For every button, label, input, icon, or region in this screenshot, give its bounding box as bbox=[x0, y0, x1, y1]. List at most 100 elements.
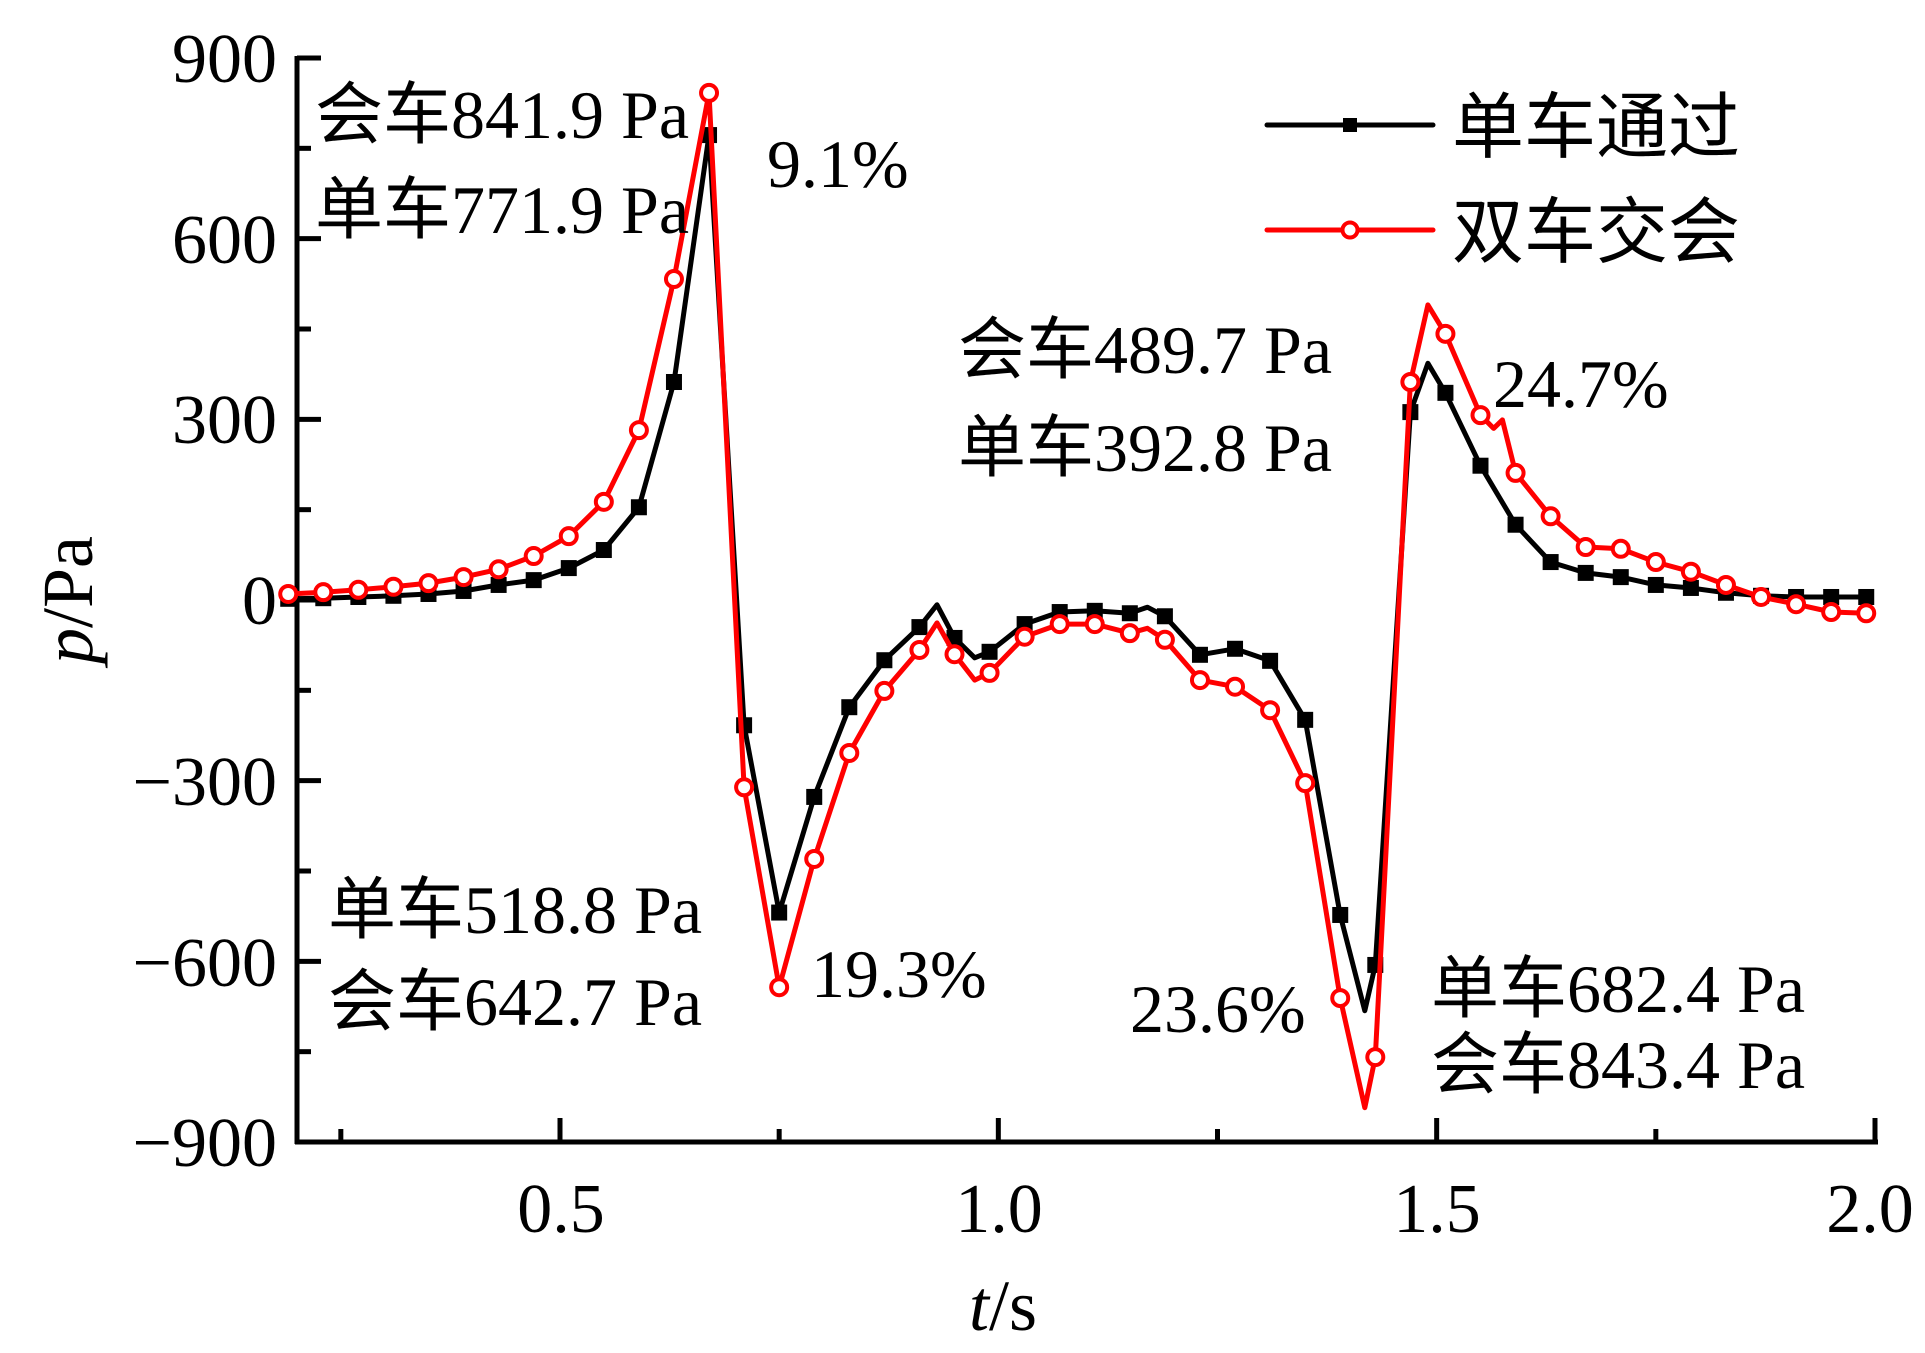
data-point-circle bbox=[1260, 700, 1281, 721]
data-point-square bbox=[1262, 652, 1279, 669]
data-point-circle bbox=[1189, 670, 1210, 691]
data-point-circle bbox=[453, 567, 474, 588]
legend-item-single-train: 单车通过 bbox=[1264, 88, 1740, 168]
series-two-trains-meeting bbox=[278, 82, 1877, 1111]
data-point-circle bbox=[979, 662, 1000, 683]
x-ticks bbox=[338, 1118, 1878, 1142]
annotation-trough2-single: 单车682.4 Pa bbox=[1431, 951, 1805, 1027]
data-point-square bbox=[1612, 569, 1629, 586]
y-tick-label: −300 bbox=[133, 744, 277, 821]
data-point-square bbox=[1437, 384, 1454, 401]
data-point-circle bbox=[839, 742, 860, 763]
x-tick-labels: 0.5 1.0 1.5 2.0 bbox=[517, 1171, 1914, 1248]
data-point-square bbox=[981, 643, 998, 660]
data-point-square bbox=[490, 576, 507, 593]
data-point-square bbox=[1682, 579, 1699, 596]
data-point-circle bbox=[734, 777, 755, 798]
y-axis-var: p bbox=[28, 628, 108, 669]
data-point-circle bbox=[1821, 602, 1842, 623]
y-tick-label: 600 bbox=[172, 202, 277, 279]
data-point-circle bbox=[1014, 626, 1035, 647]
data-point-circle bbox=[1505, 462, 1526, 483]
y-tick-labels: 900 600 300 0 −300 −600 −900 bbox=[133, 21, 277, 1182]
y-tick-label: −600 bbox=[133, 925, 277, 1002]
legend-label: 双车交会 bbox=[1452, 193, 1740, 273]
data-point-square bbox=[1472, 457, 1489, 474]
data-point-circle bbox=[488, 559, 509, 580]
data-point-circle bbox=[1786, 594, 1807, 615]
data-point-circle bbox=[1575, 537, 1596, 558]
data-point-circle bbox=[1154, 629, 1175, 650]
data-point-square bbox=[841, 699, 858, 716]
data-point-circle bbox=[1084, 614, 1105, 635]
x-axis-unit: /s bbox=[989, 1266, 1037, 1346]
data-point-circle bbox=[523, 546, 544, 567]
data-point-circle bbox=[1540, 506, 1561, 527]
data-point-circle bbox=[348, 579, 369, 600]
data-point-circle bbox=[1470, 405, 1491, 426]
annotation-trough1-meet: 会车642.7 Pa bbox=[328, 964, 702, 1040]
data-point-circle bbox=[1365, 1047, 1386, 1068]
legend-item-two-trains-meeting: 双车交会 bbox=[1264, 193, 1740, 273]
data-point-square bbox=[1156, 608, 1173, 625]
data-point-square bbox=[1086, 602, 1103, 619]
data-point-circle bbox=[1751, 586, 1772, 607]
data-point-square bbox=[1227, 640, 1244, 657]
annotation-peak1-percent: 9.1% bbox=[767, 126, 909, 202]
data-point-circle bbox=[628, 420, 649, 441]
data-point-square bbox=[1647, 576, 1664, 593]
data-point-circle bbox=[593, 491, 614, 512]
x-tick-label: 1.0 bbox=[955, 1171, 1043, 1248]
data-point-square bbox=[630, 499, 647, 516]
data-point-circle bbox=[1715, 574, 1736, 595]
data-point-circle bbox=[663, 269, 684, 290]
data-point-circle bbox=[1225, 676, 1246, 697]
data-point-circle bbox=[418, 573, 439, 594]
y-ticks bbox=[297, 55, 321, 1145]
data-point-circle bbox=[558, 526, 579, 547]
data-point-circle bbox=[1119, 623, 1140, 644]
y-axis-title: p/Pa bbox=[28, 536, 108, 669]
annotation-peak1-meet: 会车841.9 Pa bbox=[315, 77, 689, 153]
data-point-circle bbox=[1645, 552, 1666, 573]
data-point-circle bbox=[278, 583, 299, 604]
data-point-square bbox=[1297, 711, 1314, 728]
annotation-trough1-percent: 19.3% bbox=[811, 936, 987, 1012]
legend-square-marker-icon bbox=[1343, 118, 1357, 132]
x-axis-var: t bbox=[969, 1266, 991, 1346]
legend: 单车通过 双车交会 bbox=[1264, 88, 1740, 273]
data-point-circle bbox=[699, 82, 720, 103]
data-point-square bbox=[595, 542, 612, 559]
data-point-square bbox=[665, 373, 682, 390]
data-point-square bbox=[1542, 554, 1559, 571]
data-point-circle bbox=[874, 680, 895, 701]
data-point-square bbox=[1577, 564, 1594, 581]
data-point-circle bbox=[944, 644, 965, 665]
data-point-square bbox=[1823, 588, 1840, 605]
data-point-square bbox=[560, 560, 577, 577]
y-tick-label: 0 bbox=[242, 563, 277, 640]
data-point-square bbox=[1121, 605, 1138, 622]
data-point-circle bbox=[1680, 561, 1701, 582]
data-point-circle bbox=[1295, 773, 1316, 794]
data-point-circle bbox=[1330, 988, 1351, 1009]
y-tick-label: −900 bbox=[133, 1105, 277, 1182]
x-axis-title: t/s bbox=[969, 1266, 1037, 1346]
data-point-square bbox=[806, 788, 823, 805]
annotations: 会车841.9 Pa 单车771.9 Pa 9.1% 单车518.8 Pa 会车… bbox=[315, 77, 1805, 1103]
x-tick-label: 1.5 bbox=[1393, 1171, 1481, 1248]
annotation-trough2-percent: 23.6% bbox=[1130, 971, 1306, 1047]
annotation-peak2-single: 单车392.8 Pa bbox=[958, 410, 1332, 486]
annotation-peak1-single: 单车771.9 Pa bbox=[315, 172, 689, 248]
annotation-trough2-meet: 会车843.4 Pa bbox=[1431, 1027, 1805, 1103]
annotation-peak2-meet: 会车489.7 Pa bbox=[958, 312, 1332, 388]
data-point-circle bbox=[1049, 614, 1070, 635]
data-point-circle bbox=[383, 576, 404, 597]
annotation-trough1-single: 单车518.8 Pa bbox=[328, 872, 702, 948]
data-point-circle bbox=[909, 639, 930, 660]
legend-label: 单车通过 bbox=[1452, 88, 1740, 168]
y-tick-label: 300 bbox=[172, 382, 277, 459]
y-axis-unit: /Pa bbox=[28, 536, 108, 628]
